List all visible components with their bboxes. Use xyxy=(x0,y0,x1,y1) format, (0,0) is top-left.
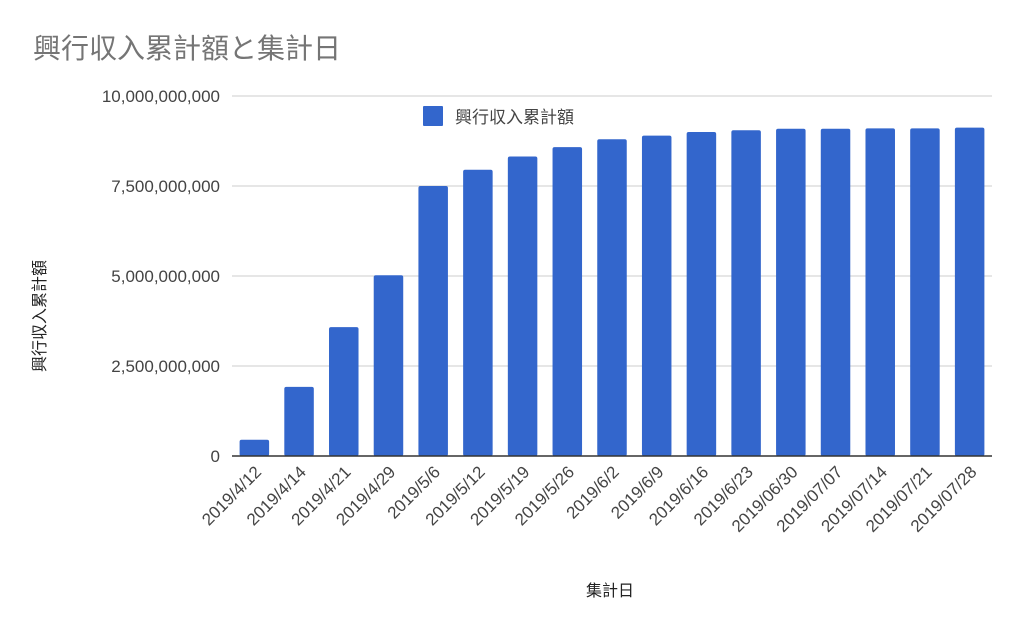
bar xyxy=(373,275,404,456)
x-axis-ticks: 2019/4/122019/4/142019/4/212019/4/292019… xyxy=(198,462,980,536)
bar xyxy=(284,386,314,456)
bar xyxy=(552,147,583,456)
chart-title: 興行収入累計額と集計日 xyxy=(33,32,341,65)
legend-label: 興行収入累計額 xyxy=(455,108,574,128)
x-axis-label: 集計日 xyxy=(586,581,634,600)
legend: 興行収入累計額 xyxy=(423,106,574,128)
bar xyxy=(418,186,448,456)
bar xyxy=(507,156,538,457)
bar xyxy=(463,169,493,457)
bar xyxy=(686,132,717,456)
bar xyxy=(820,128,851,456)
y-tick-label: 2,500,000,000 xyxy=(111,357,220,376)
y-axis-ticks: 0 2,500,000,000 5,000,000,000 7,500,000,000… xyxy=(102,87,220,466)
bars xyxy=(239,127,985,457)
bar xyxy=(954,127,985,457)
y-tick-label: 10,000,000,000 xyxy=(102,87,220,106)
bar xyxy=(731,130,761,456)
legend-swatch xyxy=(423,106,443,126)
bar xyxy=(910,128,940,456)
bar xyxy=(597,139,627,456)
y-tick-label: 5,000,000,000 xyxy=(111,267,220,286)
bar xyxy=(329,327,359,456)
y-axis-label: 興行収入累計額 xyxy=(30,260,49,372)
bar xyxy=(641,135,672,456)
bar xyxy=(865,128,895,456)
y-tick-label: 0 xyxy=(211,447,220,466)
y-tick-label: 7,500,000,000 xyxy=(111,177,220,196)
bar xyxy=(239,439,270,456)
bar xyxy=(776,128,806,456)
